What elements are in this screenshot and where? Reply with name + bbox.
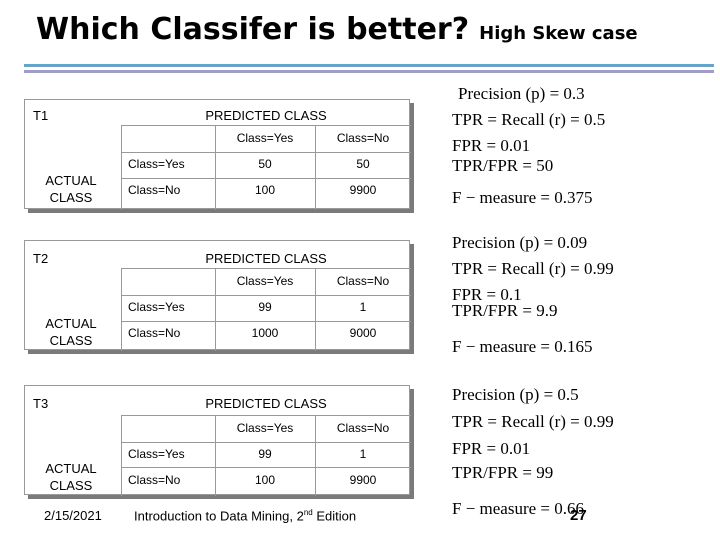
cell-fp: 1000 (251, 326, 279, 340)
precision-value: Precision (p) = 0.5 (452, 385, 579, 404)
matrix-box: T2 PREDICTED CLASS ACTUAL CLASS Class=Ye… (24, 240, 411, 351)
col-header-yes: Class=Yes (236, 274, 294, 288)
matrix-name: T3 (33, 396, 49, 411)
col-header-no: Class=No (336, 131, 390, 145)
cell-tp: 99 (258, 300, 272, 314)
title-sub: High Skew case (479, 23, 638, 44)
footer-source-edition: Edition (312, 508, 357, 524)
footer-source: Introduction to Data Mining, 2nd Edition (134, 508, 356, 523)
grid-line (315, 415, 316, 496)
grid-line (315, 125, 316, 210)
confusion-matrix-t3: T3 PREDICTED CLASS ACTUAL CLASS Class=Ye… (24, 385, 414, 499)
title-divider-top (24, 64, 714, 67)
tpr-fpr-ratio: TPR/FPR = 50 (452, 156, 554, 175)
grid-line (121, 125, 122, 210)
grid-line (121, 442, 411, 443)
tpr-fpr-ratio: TPR/FPR = 99 (452, 463, 554, 482)
grid-line (121, 415, 411, 416)
cell-tn: 9000 (349, 326, 377, 340)
row-header-yes: Class=Yes (128, 447, 185, 461)
precision-value: Precision (p) = 0.3 (458, 84, 585, 103)
row-header-no: Class=No (128, 326, 181, 340)
tpr-value: TPR = Recall (r) = 0.5 (452, 110, 606, 129)
col-header-no: Class=No (336, 274, 390, 288)
grid-line (121, 152, 411, 153)
footer-source-superscript: nd (303, 508, 313, 517)
tpr-value: TPR = Recall (r) = 0.99 (452, 259, 614, 278)
cell-tp: 99 (258, 447, 272, 461)
f-measure-value: F − measure = 0.66 (452, 499, 585, 518)
cell-tn: 9900 (349, 183, 377, 197)
actual-class-header: ACTUAL CLASS (45, 173, 97, 205)
predicted-class-header: PREDICTED CLASS (205, 108, 327, 123)
footer-date: 2/15/2021 (44, 508, 102, 523)
confusion-matrix-t2: T2 PREDICTED CLASS ACTUAL CLASS Class=Ye… (24, 240, 414, 354)
title-main: Which Classifer is better? (36, 12, 470, 47)
matrix-name: T2 (33, 251, 49, 266)
tpr-value: TPR = Recall (r) = 0.99 (452, 412, 614, 431)
grid-line (121, 321, 411, 322)
row-header-no: Class=No (128, 473, 181, 487)
grid-line (215, 415, 216, 496)
predicted-class-header: PREDICTED CLASS (205, 396, 327, 411)
predicted-class-header: PREDICTED CLASS (205, 251, 327, 266)
tpr-fpr-ratio: TPR/FPR = 9.9 (452, 301, 558, 320)
grid-line (121, 178, 411, 179)
grid-line (215, 125, 216, 210)
cell-fn: 1 (359, 447, 367, 461)
col-header-yes: Class=Yes (236, 131, 294, 145)
col-header-no: Class=No (336, 421, 390, 435)
confusion-matrix-t1: T1 PREDICTED CLASS ACTUAL CLASS Class=Ye… (24, 99, 414, 213)
footer-source-text: Introduction to Data Mining, 2 (134, 508, 304, 524)
row-header-no: Class=No (128, 183, 181, 197)
grid-line (121, 268, 411, 269)
col-header-yes: Class=Yes (236, 421, 294, 435)
cell-fp: 100 (254, 473, 276, 487)
precision-value: Precision (p) = 0.09 (452, 233, 588, 252)
slide-title: Which Classifer is better? High Skew case (36, 12, 638, 47)
actual-class-header: ACTUAL CLASS (45, 316, 97, 348)
cell-tn: 9900 (349, 473, 377, 487)
grid-line (315, 268, 316, 351)
row-header-yes: Class=Yes (128, 157, 185, 171)
fpr-value: FPR = 0.1 (452, 285, 522, 304)
grid-line (215, 268, 216, 351)
row-header-yes: Class=Yes (128, 300, 185, 314)
actual-class-header: ACTUAL CLASS (45, 461, 97, 493)
f-measure-value: F − measure = 0.165 (452, 337, 593, 356)
cell-fn: 1 (359, 300, 367, 314)
fpr-value: FPR = 0.01 (452, 136, 531, 155)
grid-line (121, 268, 122, 351)
grid-line (121, 125, 411, 126)
matrix-box: T3 PREDICTED CLASS ACTUAL CLASS Class=Ye… (24, 385, 411, 496)
cell-fn: 50 (356, 157, 370, 171)
grid-line (121, 295, 411, 296)
page-number: 27 (570, 507, 587, 524)
grid-line (121, 415, 122, 496)
cell-fp: 100 (254, 183, 276, 197)
title-divider-bottom (24, 70, 714, 73)
fpr-value: FPR = 0.01 (452, 439, 531, 458)
grid-line (121, 467, 411, 468)
matrix-name: T1 (33, 108, 49, 123)
f-measure-value: F − measure = 0.375 (452, 188, 593, 207)
matrix-box: T1 PREDICTED CLASS ACTUAL CLASS Class=Ye… (24, 99, 411, 210)
cell-tp: 50 (258, 157, 272, 171)
